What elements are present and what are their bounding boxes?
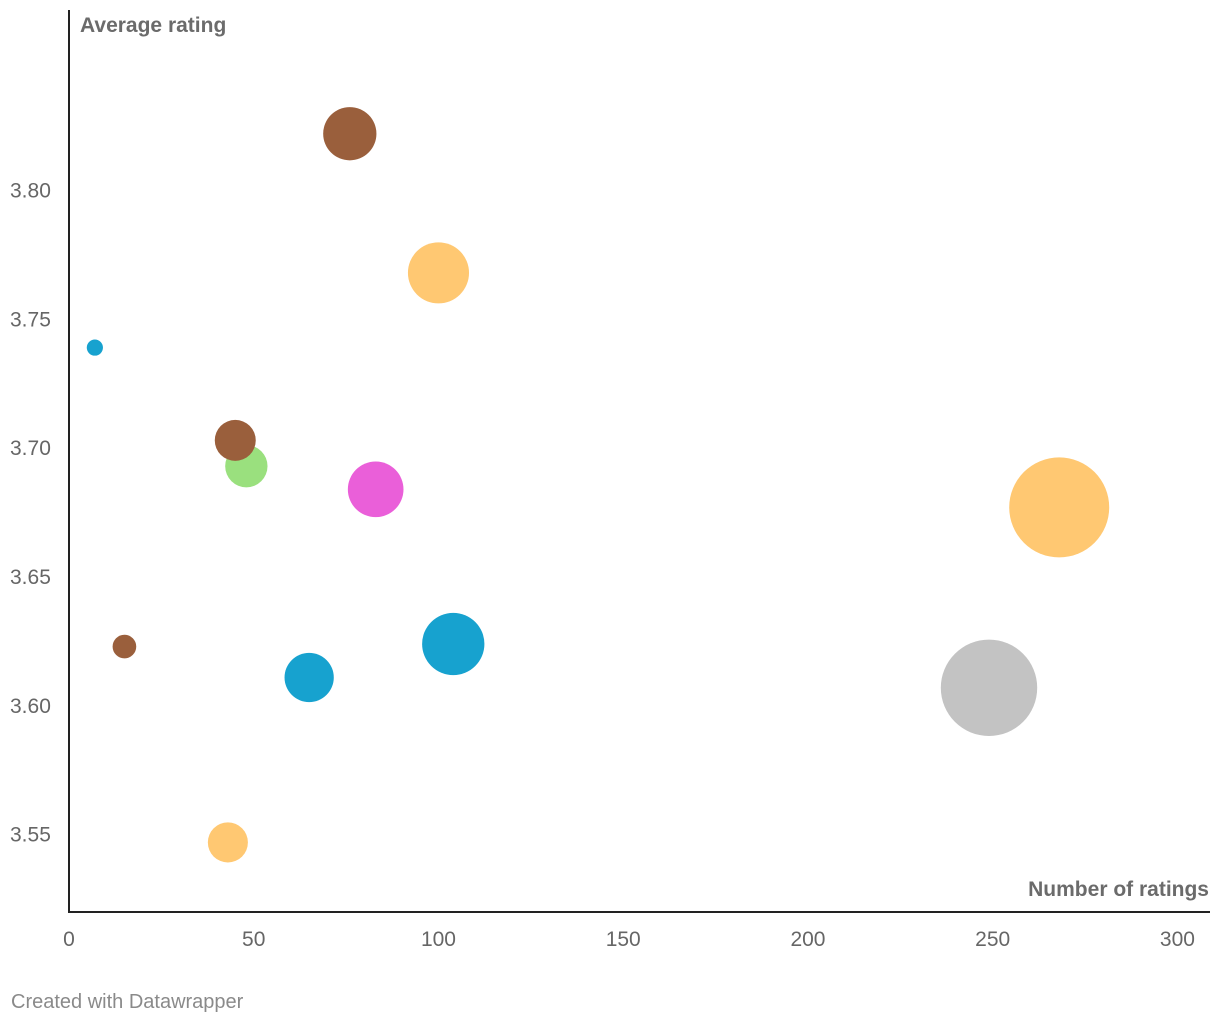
y-tick-label: 3.65 <box>10 566 51 589</box>
data-point-10 <box>940 639 1038 736</box>
data-point-5 <box>347 461 404 518</box>
data-point-7 <box>112 634 137 659</box>
data-point-6 <box>1009 457 1110 558</box>
x-tick-label: 300 <box>1160 928 1195 951</box>
y-tick-label: 3.80 <box>10 179 51 202</box>
data-point-1 <box>407 242 470 304</box>
y-tick-labels: 3.55 3.60 3.65 3.70 3.75 3.80 <box>10 179 51 846</box>
x-tick-label: 50 <box>242 928 265 951</box>
points-layer <box>86 107 1110 863</box>
x-axis-title: Number of ratings <box>1028 878 1209 901</box>
x-tick-label: 250 <box>975 928 1010 951</box>
x-tick-label: 0 <box>63 928 75 951</box>
y-tick-label: 3.55 <box>10 824 51 847</box>
y-tick-label: 3.70 <box>10 437 51 460</box>
footer-credit: Created with Datawrapper <box>11 991 244 1013</box>
data-point-4 <box>214 419 256 461</box>
x-tick-label: 100 <box>421 928 456 951</box>
data-point-11 <box>207 822 248 863</box>
data-point-9 <box>284 652 334 703</box>
y-tick-label: 3.60 <box>10 695 51 718</box>
data-point-8 <box>422 612 485 676</box>
data-point-0 <box>323 107 377 161</box>
x-tick-labels: 0 50 100 150 200 250 300 <box>63 928 1195 951</box>
y-axis-title: Average rating <box>80 14 226 37</box>
data-point-2 <box>86 339 103 356</box>
x-tick-label: 150 <box>606 928 641 951</box>
y-tick-label: 3.75 <box>10 308 51 331</box>
x-tick-label: 200 <box>790 928 825 951</box>
